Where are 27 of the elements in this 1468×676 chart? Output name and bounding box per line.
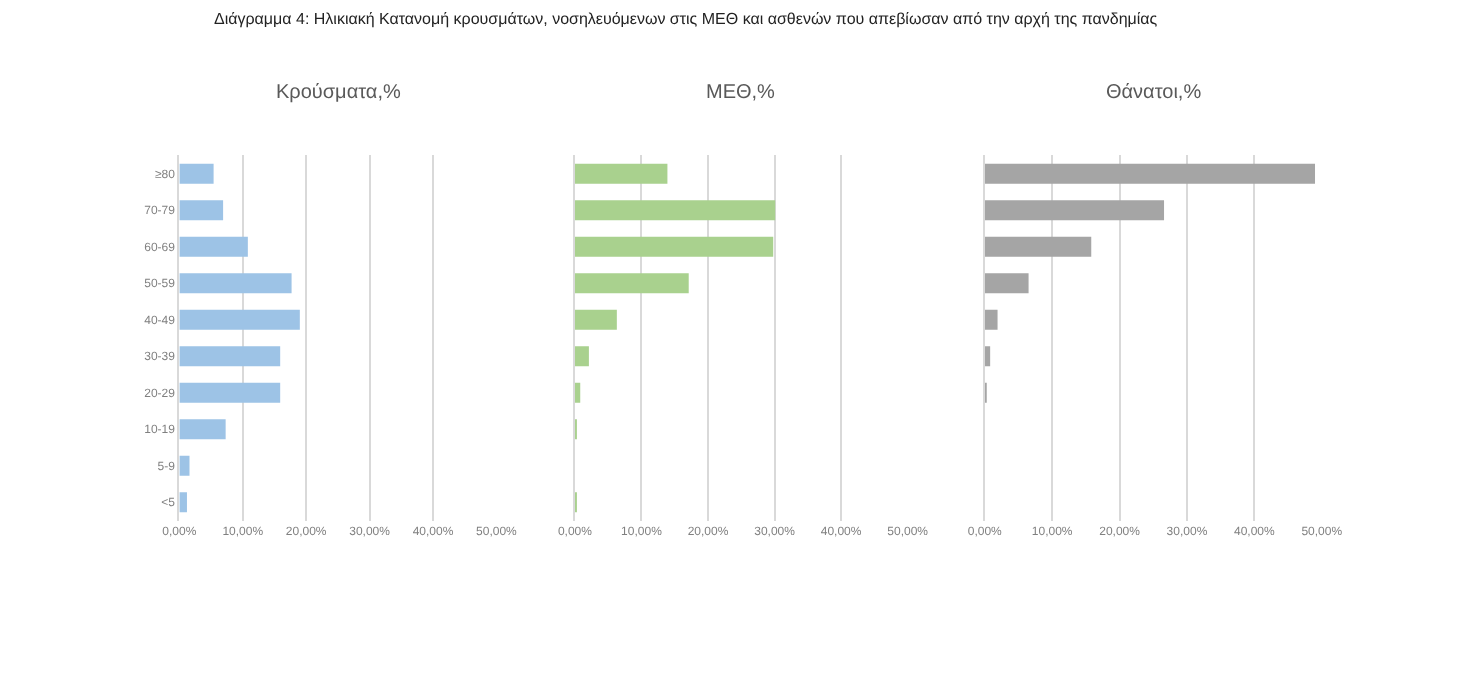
- bar: [179, 419, 226, 440]
- bar: [179, 382, 281, 403]
- bar: [179, 492, 187, 513]
- chart-title: Θάνατοι,%: [1106, 82, 1202, 104]
- bar: [179, 163, 214, 184]
- bar: [574, 236, 774, 257]
- bar: [574, 309, 617, 330]
- bar: [179, 309, 300, 330]
- bar: [574, 346, 589, 367]
- bar: [574, 200, 776, 221]
- bar: [574, 382, 581, 403]
- bar: [179, 200, 224, 221]
- bar: [984, 236, 1092, 257]
- text: Διάγραμμα 4: Ηλικιακή Κατανομή κρουσμάτων, νοσηλευόμενων στις ΜΕΘ και ασθενών που απεβίωσαν από την αρχή της πανδημίας: [214, 10, 1158, 28]
- chart-title: Κρούσματα,%: [276, 82, 401, 104]
- bar: [984, 346, 991, 367]
- bar: [179, 236, 248, 257]
- bar: [984, 200, 1165, 221]
- bar: [179, 346, 281, 367]
- bar: [984, 273, 1029, 294]
- chart-title: ΜΕΘ,%: [706, 82, 776, 104]
- bar: [574, 163, 668, 184]
- bar: [984, 163, 1316, 184]
- bar: [179, 455, 190, 476]
- bar: [574, 273, 689, 294]
- bar: [179, 273, 292, 294]
- bar: [984, 309, 998, 330]
